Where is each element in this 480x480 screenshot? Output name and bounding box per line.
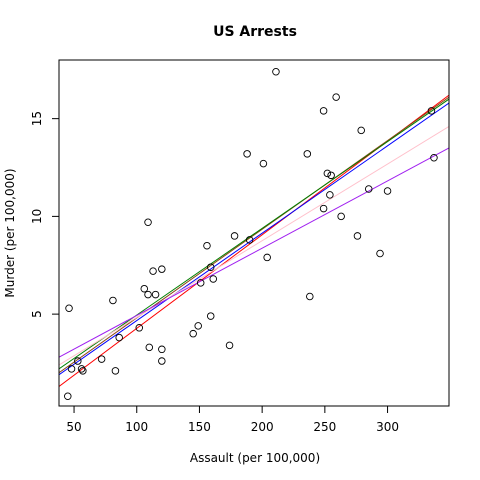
data-point bbox=[145, 343, 154, 352]
fit-line-4 bbox=[59, 102, 449, 376]
data-point bbox=[135, 324, 144, 332]
data-point bbox=[158, 265, 166, 273]
data-point bbox=[272, 67, 280, 76]
data-point bbox=[158, 357, 166, 365]
data-point bbox=[427, 107, 436, 115]
data-point bbox=[74, 357, 82, 365]
y-tick-label: 5 bbox=[30, 310, 44, 318]
data-point bbox=[65, 304, 73, 313]
data-point bbox=[111, 367, 120, 375]
data-point bbox=[319, 204, 328, 213]
data-point bbox=[230, 232, 239, 240]
x-tick-label: 300 bbox=[376, 420, 399, 434]
data-point bbox=[332, 93, 340, 101]
x-axis-label: Assault (per 100,000) bbox=[190, 451, 320, 465]
data-point bbox=[140, 284, 149, 293]
data-point bbox=[353, 232, 362, 240]
data-point bbox=[149, 267, 157, 275]
data-point bbox=[196, 279, 205, 287]
plot-frame bbox=[58, 59, 450, 407]
x-tick-label: 150 bbox=[188, 420, 211, 434]
data-point bbox=[323, 169, 332, 178]
data-point bbox=[144, 218, 152, 226]
x-tick-label: 50 bbox=[66, 420, 81, 434]
data-point bbox=[243, 150, 251, 158]
x-tick-label: 100 bbox=[125, 420, 148, 434]
data-point bbox=[77, 365, 86, 373]
data-point bbox=[115, 333, 123, 342]
data-point bbox=[245, 236, 254, 244]
data-point bbox=[206, 312, 215, 320]
y-tick-label: 10 bbox=[30, 209, 44, 224]
y-axis: 5 10 15 bbox=[30, 111, 60, 318]
data-point bbox=[189, 329, 197, 338]
data-point bbox=[326, 191, 334, 199]
fit-line-6 bbox=[59, 147, 449, 358]
data-point bbox=[67, 365, 76, 373]
data-point bbox=[203, 241, 211, 250]
data-point bbox=[337, 212, 345, 221]
data-point bbox=[225, 341, 234, 350]
chart-title: US Arrests bbox=[213, 24, 297, 40]
y-axis-label: Murder (per 100,000) bbox=[3, 168, 17, 297]
data-point bbox=[194, 322, 202, 330]
data-point bbox=[364, 185, 373, 193]
data-point bbox=[209, 275, 217, 283]
data-point bbox=[306, 292, 314, 301]
data-point bbox=[144, 290, 152, 299]
data-point bbox=[97, 355, 106, 363]
data-point bbox=[383, 187, 392, 195]
fit-line-5 bbox=[59, 126, 449, 366]
data-point bbox=[259, 159, 268, 168]
y-tick-label: 15 bbox=[30, 111, 44, 126]
data-point bbox=[303, 150, 312, 158]
data-point bbox=[151, 290, 160, 299]
data-points bbox=[64, 67, 438, 400]
x-tick-label: 200 bbox=[251, 420, 274, 434]
data-point bbox=[357, 126, 365, 135]
regression-lines bbox=[59, 94, 449, 387]
data-point bbox=[64, 392, 72, 400]
x-tick-label: 250 bbox=[313, 420, 336, 434]
data-point bbox=[319, 107, 328, 115]
x-axis: 50 100 150 200 250 300 bbox=[66, 405, 399, 434]
data-point bbox=[376, 249, 384, 258]
fit-line-3 bbox=[59, 98, 449, 370]
data-point bbox=[79, 367, 87, 375]
data-point bbox=[430, 153, 438, 162]
data-point bbox=[206, 263, 215, 271]
data-point bbox=[327, 171, 335, 180]
data-point bbox=[109, 296, 117, 305]
fit-line-2 bbox=[59, 96, 449, 374]
data-point bbox=[263, 253, 271, 262]
data-point bbox=[158, 345, 166, 354]
